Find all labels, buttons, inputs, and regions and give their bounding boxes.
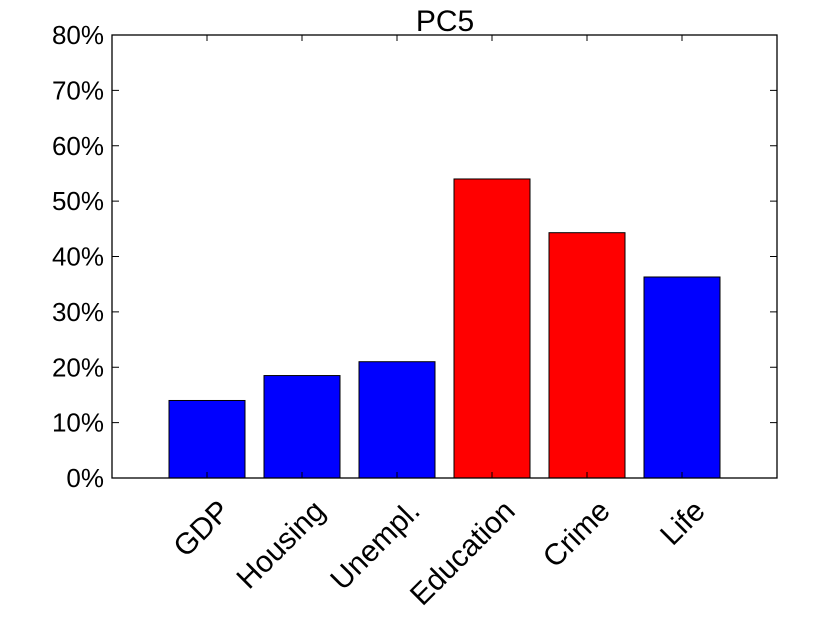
y-tick-label: 50% [52,186,104,216]
y-axis: 0% 10% 20% 30% 40% 50% 60% 70% 80% [52,20,777,493]
x-tick-label: GDP [167,494,236,563]
x-tick-label: Life [654,494,712,552]
y-tick-label: 40% [52,242,104,272]
x-tick-label: Housing [230,494,331,595]
bar-unempl [358,361,436,479]
chart-title: PC5 [416,5,474,38]
bar-housing [263,375,341,479]
y-tick-label: 30% [52,297,104,327]
y-tick-label: 60% [52,131,104,161]
x-tick-label: Crime [537,494,617,574]
bar-crime [548,232,626,479]
y-tick-label: 70% [52,75,104,105]
bar-gdp [168,399,246,479]
bar-education [453,178,531,479]
y-tick-label: 0% [66,463,104,493]
bars-layer [168,178,721,479]
y-tick-label: 80% [52,20,104,50]
y-tick-label: 10% [52,408,104,438]
bar-life [643,276,721,479]
y-tick-label: 20% [52,352,104,382]
x-tick-label: Education [404,494,522,612]
